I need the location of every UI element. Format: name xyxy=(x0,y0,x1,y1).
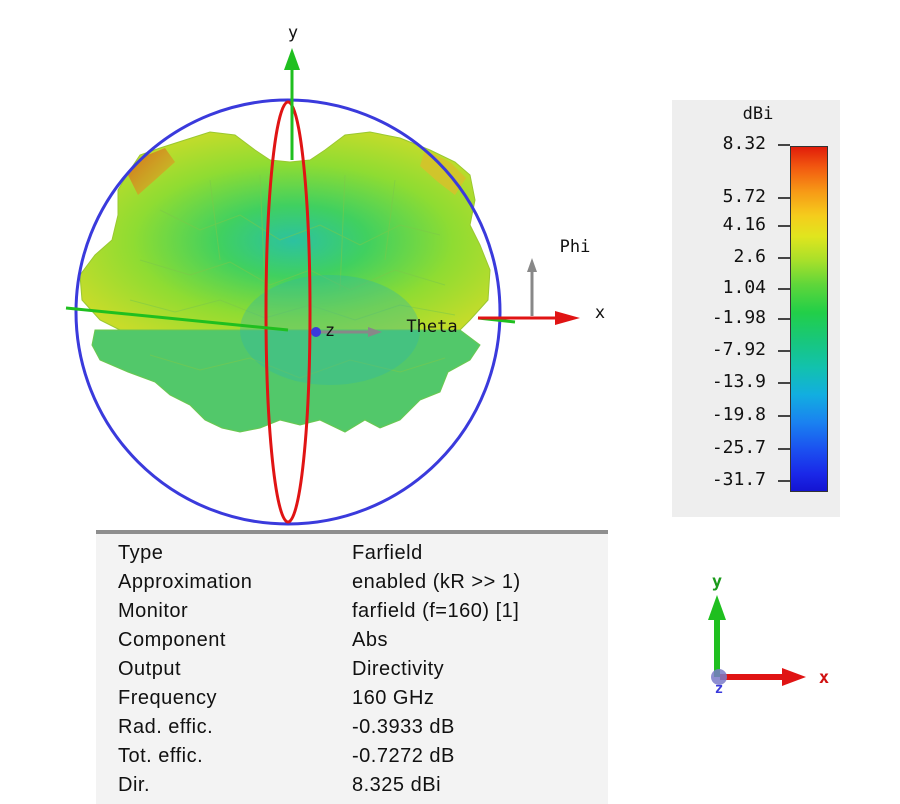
x-axis-label: x xyxy=(595,303,605,323)
info-value: -0.3933 dB xyxy=(352,716,455,738)
info-key: Frequency xyxy=(118,687,217,709)
legend-tick-mark xyxy=(778,144,790,146)
legend-tick-mark xyxy=(778,480,790,482)
info-value: enabled (kR >> 1) xyxy=(352,571,521,593)
theta-ring xyxy=(264,100,312,524)
info-row: Rad. effic. -0.3933 dB xyxy=(96,716,608,745)
legend-tick-label: 2.6 xyxy=(733,246,766,267)
sphere-outline xyxy=(74,98,502,526)
info-key: Component xyxy=(118,629,226,651)
legend-tick-label: -31.7 xyxy=(711,469,766,490)
mini-x-label: x xyxy=(819,668,829,688)
mini-z-axis-dot xyxy=(711,669,727,685)
legend-color-bar xyxy=(790,146,828,492)
info-key: Monitor xyxy=(118,600,189,622)
phi-vector-arrowhead xyxy=(527,258,537,272)
legend-tick-mark xyxy=(778,415,790,417)
radiation-pattern xyxy=(79,131,491,433)
theta-vector-arrowhead xyxy=(368,327,382,337)
info-key: Tot. effic. xyxy=(118,745,204,767)
info-value: 8.325 dBi xyxy=(352,774,442,796)
info-value: Farfield xyxy=(352,542,423,564)
info-row: Dir. 8.325 dBi xyxy=(96,774,608,803)
pattern-upper-lobe xyxy=(79,131,491,331)
info-row: Tot. effic. -0.7272 dB xyxy=(96,745,608,774)
legend-tick-label: 5.72 xyxy=(722,186,766,207)
info-row: Monitor farfield (f=160) [1] xyxy=(96,600,608,629)
info-key: Type xyxy=(118,542,164,564)
info-value: Directivity xyxy=(352,658,445,680)
color-legend: dBi 8.32 5.72 4.16 2.6 1.04 -1.98 -7.92 -13.9 -1… xyxy=(672,100,840,517)
mini-z-label: z xyxy=(715,681,723,697)
farfield-info-table: Type Farfield Approximation enabled (kR >> … xyxy=(96,530,608,804)
info-key: Approximation xyxy=(118,571,253,593)
phi-label: Phi xyxy=(560,237,591,257)
legend-tick-label: -19.8 xyxy=(711,404,766,425)
legend-tick-mark xyxy=(778,448,790,450)
legend-tick-mark xyxy=(778,350,790,352)
pattern-hotspot-right xyxy=(420,150,466,195)
legend-tick-mark xyxy=(778,225,790,227)
pattern-lower-lobe xyxy=(91,329,481,433)
z-axis-dot xyxy=(311,327,321,337)
info-row: Component Abs xyxy=(96,629,608,658)
legend-tick-mark xyxy=(778,382,790,384)
legend-tick-label: -1.98 xyxy=(711,307,766,328)
pattern-facets xyxy=(129,174,456,379)
legend-tick-label: -25.7 xyxy=(711,437,766,458)
orientation-axes-icon: y x z xyxy=(708,572,829,697)
info-row: Type Farfield xyxy=(96,542,608,571)
legend-tick-label: -7.92 xyxy=(711,339,766,360)
mini-x-axis-arrowhead xyxy=(782,668,806,686)
legend-tick-label: 8.32 xyxy=(722,133,766,154)
info-row: Frequency 160 GHz xyxy=(96,687,608,716)
x-axis-arrowhead xyxy=(555,311,580,325)
equator-left xyxy=(65,306,289,332)
legend-tick-label: 4.16 xyxy=(722,214,766,235)
mini-y-axis-arrowhead xyxy=(708,595,726,620)
info-value: farfield (f=160) [1] xyxy=(352,600,520,622)
legend-tick-label: -13.9 xyxy=(711,371,766,392)
mini-y-label: y xyxy=(712,572,722,592)
legend-tick-label: 1.04 xyxy=(722,277,766,298)
legend-tick-mark xyxy=(778,318,790,320)
info-value: 160 GHz xyxy=(352,687,435,709)
legend-tick-mark xyxy=(778,288,790,290)
y-axis-arrowhead xyxy=(284,48,300,70)
info-key: Rad. effic. xyxy=(118,716,214,738)
y-axis-label: y xyxy=(288,23,298,43)
info-key: Dir. xyxy=(118,774,150,796)
farfield-3d-plot: y x Phi Theta z xyxy=(65,23,605,526)
info-row: Output Directivity xyxy=(96,658,608,687)
legend-tick-mark xyxy=(778,197,790,199)
pattern-center-shadow xyxy=(240,275,420,385)
info-row: Approximation enabled (kR >> 1) xyxy=(96,571,608,600)
legend-tick-mark xyxy=(778,257,790,259)
legend-unit: dBi xyxy=(742,104,774,124)
theta-label: Theta xyxy=(406,317,457,337)
info-value: -0.7272 dB xyxy=(352,745,455,767)
info-value: Abs xyxy=(352,629,388,651)
info-key: Output xyxy=(118,658,182,680)
z-axis-label: z xyxy=(325,321,335,341)
